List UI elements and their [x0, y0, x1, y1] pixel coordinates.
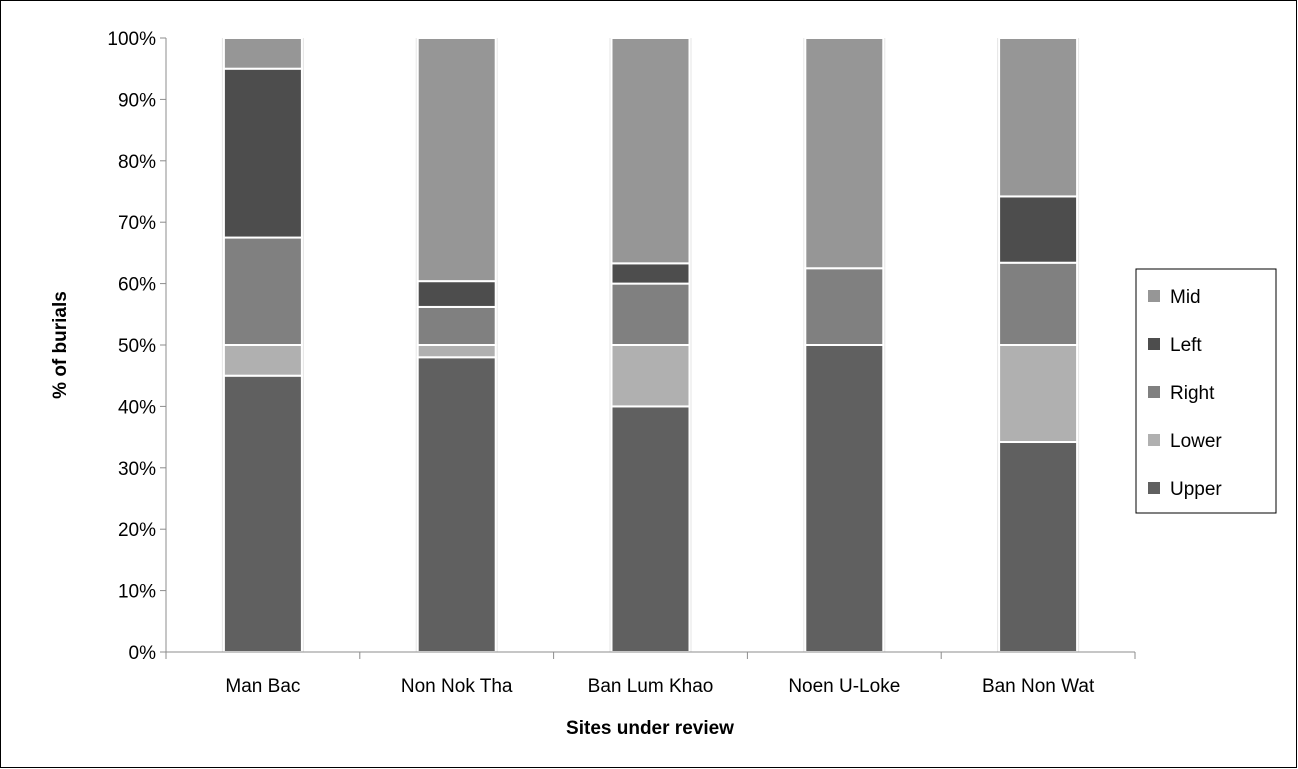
axes-group: 0% 10% 20% 30% 40% 50% 60% 70% 80% 90% 100% Man Bac… — [107, 29, 1136, 697]
y-axis-title: % of burials — [50, 291, 71, 399]
x-axis-title: Sites under review — [566, 718, 734, 739]
y-tick-label: 20% — [118, 520, 156, 541]
bar-noen-u-loke-upper — [804, 344, 885, 653]
bar-man-bac-mid — [222, 37, 303, 70]
bar-man-bac-upper — [222, 374, 303, 653]
legend-label-lower: Lower — [1170, 431, 1222, 452]
x-tick-label-noen-u-loke: Noen U-Loke — [788, 676, 900, 697]
legend-label-upper: Upper — [1170, 479, 1222, 500]
bar-man-bac-right — [222, 236, 303, 346]
bar-non-nok-tha-right — [416, 305, 497, 347]
bar-non-nok-tha-mid — [416, 37, 497, 283]
x-tick-label-ban-non-wat: Ban Non Wat — [982, 676, 1095, 697]
bar-ban-non-wat-upper — [998, 441, 1079, 653]
bar-noen-u-loke-mid — [804, 37, 885, 270]
y-tick-label: 70% — [118, 213, 156, 234]
y-tick-label: 40% — [118, 397, 156, 418]
legend: Mid Left Right Lower Upper — [1135, 268, 1277, 514]
bar-noen-u-loke-right — [804, 267, 885, 346]
bar-ban-lum-khao-lower — [610, 344, 691, 408]
legend-label-mid: Mid — [1170, 287, 1201, 308]
bar-ban-lum-khao-right — [610, 282, 691, 347]
legend-label-right: Right — [1170, 383, 1215, 404]
y-tick-label: 50% — [118, 336, 156, 357]
bar-ban-lum-khao-mid — [610, 37, 691, 265]
bar-ban-non-wat-right — [998, 261, 1079, 346]
bar-ban-lum-khao-upper — [610, 405, 691, 653]
bars-group — [221, 37, 1080, 653]
bar-non-nok-tha-left — [416, 280, 497, 308]
legend-swatch-left — [1148, 338, 1160, 350]
y-tick-label: 60% — [118, 275, 156, 296]
legend-swatch-upper — [1148, 482, 1160, 494]
y-tick-label: 80% — [118, 152, 156, 173]
x-tick-label-non-nok-tha: Non Nok Tha — [401, 676, 513, 697]
y-tick-label: 10% — [118, 582, 156, 603]
legend-swatch-mid — [1148, 290, 1160, 302]
x-tick-label-ban-lum-khao: Ban Lum Khao — [588, 676, 714, 697]
x-tick-label-man-bac: Man Bac — [225, 676, 300, 697]
bar-ban-non-wat-lower — [998, 344, 1079, 444]
legend-swatch-right — [1148, 386, 1160, 398]
y-tick-label: 30% — [118, 459, 156, 480]
y-tick-label: 100% — [107, 29, 156, 50]
bar-ban-non-wat-mid — [998, 37, 1079, 198]
bar-non-nok-tha-lower — [416, 344, 497, 359]
bar-man-bac-left — [222, 67, 303, 239]
y-tick-label: 0% — [129, 643, 157, 664]
bar-non-nok-tha-upper — [416, 356, 497, 653]
bar-ban-non-wat-left — [998, 195, 1079, 264]
legend-swatch-lower — [1148, 434, 1160, 446]
bar-ban-lum-khao-left — [610, 262, 691, 285]
legend-label-left: Left — [1170, 335, 1202, 356]
y-tick-label: 90% — [118, 90, 156, 111]
bar-man-bac-lower — [222, 344, 303, 377]
